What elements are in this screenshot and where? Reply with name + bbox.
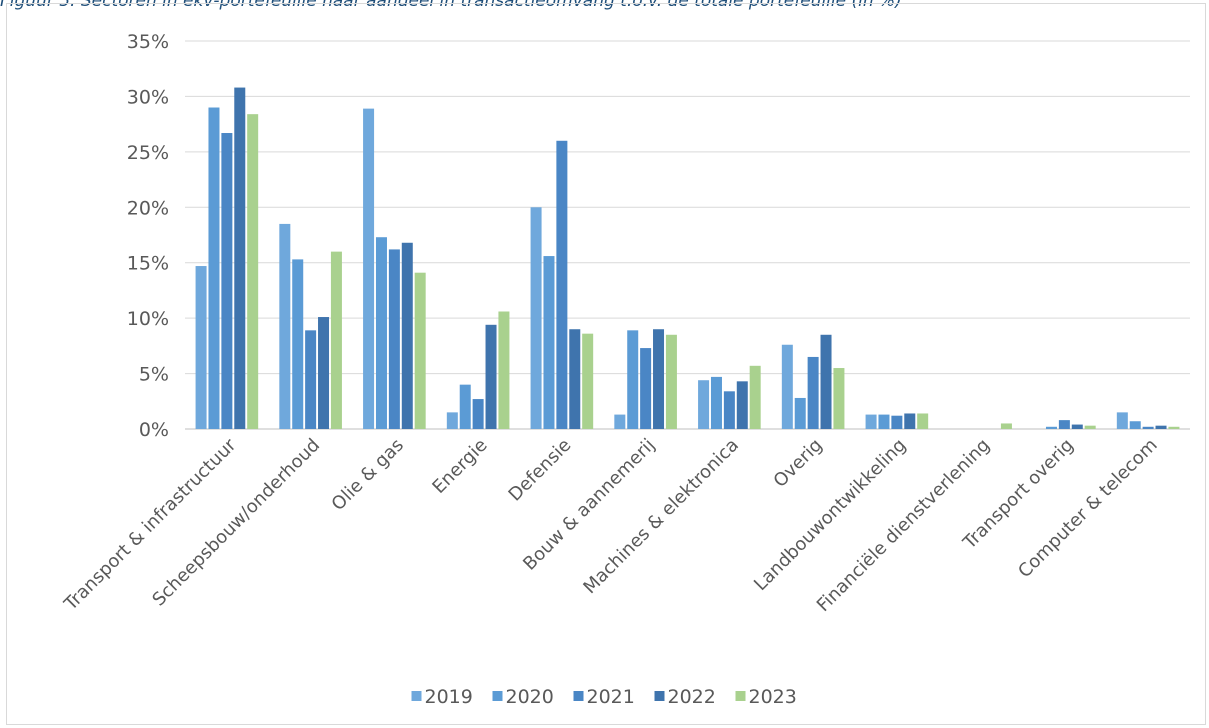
y-tick-label: 0% xyxy=(139,419,169,441)
bar-2019-11 xyxy=(1116,412,1128,429)
bar-2019-3 xyxy=(446,412,458,429)
bar-2020-4 xyxy=(543,256,555,429)
bar-2019-0 xyxy=(195,266,207,429)
legend-label: 2020 xyxy=(506,686,554,708)
bar-2022-4 xyxy=(569,329,581,429)
bar-2021-5 xyxy=(640,348,652,429)
bar-2021-2 xyxy=(388,249,400,429)
y-tick-label: 35% xyxy=(127,31,169,53)
x-tick-label: Landbouwontwikkeling xyxy=(750,435,910,595)
x-axis-ticks: Transport & infrastructuurScheepsbouw/on… xyxy=(60,434,1162,616)
x-tick-label: Financiële dienstverlening xyxy=(813,435,994,616)
bar-2023-3 xyxy=(498,311,510,429)
y-tick-label: 30% xyxy=(127,86,169,108)
bar-2022-7 xyxy=(820,334,832,429)
y-tick-label: 20% xyxy=(127,197,169,219)
bar-2022-0 xyxy=(234,87,246,429)
bar-2019-4 xyxy=(530,207,542,429)
bar-2021-11 xyxy=(1142,426,1154,429)
x-tick-label: Olie & gas xyxy=(328,435,408,515)
bar-2022-10 xyxy=(1071,424,1083,429)
legend-swatch-2020 xyxy=(492,691,503,701)
legend-swatch-2019 xyxy=(411,691,422,701)
bar-2022-1 xyxy=(318,317,330,429)
y-tick-label: 25% xyxy=(127,142,169,164)
bar-2023-6 xyxy=(749,365,761,429)
bar-2021-7 xyxy=(807,356,819,429)
bar-2022-2 xyxy=(401,242,413,429)
bar-2023-7 xyxy=(833,368,845,429)
legend: 2019 2020 2021 2022 2023 xyxy=(411,686,797,708)
bar-2022-3 xyxy=(485,324,497,429)
legend-swatch-2021 xyxy=(573,691,584,701)
bar-2020-7 xyxy=(794,397,806,429)
bar-2022-6 xyxy=(736,381,748,429)
x-tick-label: Transport & infrastructuur xyxy=(60,434,241,615)
bar-2023-4 xyxy=(582,333,594,429)
bar-2019-6 xyxy=(698,380,710,429)
bar-2021-1 xyxy=(305,330,317,429)
x-tick-label: Machines & elektronica xyxy=(579,435,742,598)
bar-2021-8 xyxy=(891,415,903,429)
legend-label: 2021 xyxy=(587,686,635,708)
bar-2019-1 xyxy=(279,223,291,429)
bars xyxy=(195,87,1180,430)
bar-2021-6 xyxy=(723,391,735,429)
x-tick-label: Defensie xyxy=(505,435,576,506)
x-tick-label: Overig xyxy=(770,435,827,492)
bar-2022-8 xyxy=(904,413,916,429)
bar-2019-2 xyxy=(363,108,375,429)
figure-caption: Figuur 5. Sectoren in ekv-portefeuille n… xyxy=(0,0,902,11)
bar-2023-10 xyxy=(1084,425,1096,429)
legend-swatch-2022 xyxy=(654,691,665,701)
bar-2020-3 xyxy=(459,384,471,429)
y-tick-label: 10% xyxy=(127,308,169,330)
bar-2021-4 xyxy=(556,140,568,429)
bar-2023-11 xyxy=(1168,426,1180,429)
bar-2023-8 xyxy=(917,413,929,429)
bar-2021-10 xyxy=(1058,420,1070,429)
bar-2023-2 xyxy=(414,272,426,429)
bar-2020-10 xyxy=(1045,426,1057,429)
bar-2020-6 xyxy=(710,376,722,429)
bar-2019-7 xyxy=(781,344,793,429)
x-tick-label: Energie xyxy=(428,435,491,498)
chart-frame xyxy=(6,3,1206,725)
x-tick-label: Computer & telecom xyxy=(1014,435,1162,583)
bar-2019-8 xyxy=(865,414,877,429)
legend-label: 2019 xyxy=(425,686,473,708)
bar-2021-3 xyxy=(472,399,484,429)
bar-2022-5 xyxy=(653,329,665,429)
bar-2019-5 xyxy=(614,414,626,429)
y-tick-label: 5% xyxy=(139,364,169,386)
bar-2020-0 xyxy=(208,107,220,429)
bar-2023-0 xyxy=(247,114,259,429)
legend-label: 2022 xyxy=(668,686,716,708)
y-axis-ticks: 0% 5% 10% 15% 20% 25% 30% 35% xyxy=(127,31,169,441)
bar-2020-2 xyxy=(375,237,387,429)
bar-2020-1 xyxy=(292,259,304,429)
y-tick-label: 15% xyxy=(127,253,169,275)
bar-2020-11 xyxy=(1129,421,1141,429)
legend-label: 2023 xyxy=(749,686,797,708)
bar-2022-11 xyxy=(1155,425,1167,429)
bar-2020-5 xyxy=(627,330,639,429)
gridlines xyxy=(185,40,1190,430)
bar-2021-0 xyxy=(221,133,233,430)
bar-2020-8 xyxy=(878,414,890,429)
bar-2023-5 xyxy=(665,334,677,429)
legend-swatch-2023 xyxy=(735,691,746,701)
x-tick-label: Scheepsbouw/onderhoud xyxy=(148,435,324,611)
bar-2023-1 xyxy=(330,251,342,429)
bar-2023-9 xyxy=(1000,423,1012,429)
